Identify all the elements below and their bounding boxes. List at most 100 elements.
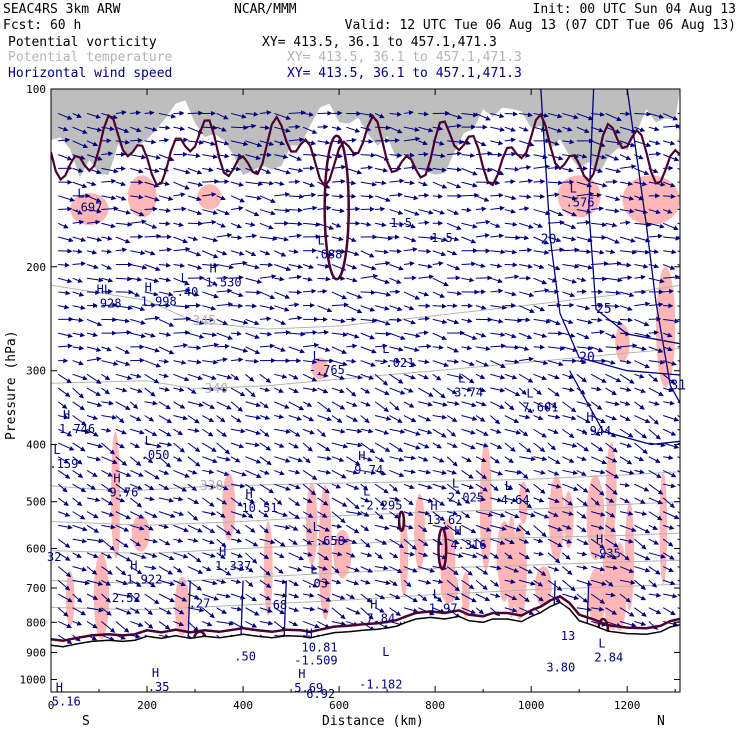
wind-arrow bbox=[533, 401, 550, 410]
extrema-letter-30: L bbox=[310, 562, 317, 576]
wind-arrow bbox=[230, 373, 240, 381]
wind-arrow bbox=[259, 305, 275, 311]
wind-arrow bbox=[101, 195, 117, 201]
wind-arrow bbox=[504, 456, 514, 464]
wind-arrow bbox=[403, 607, 419, 613]
wind-arrow bbox=[576, 593, 589, 603]
wind-arrow bbox=[331, 483, 342, 489]
wind-arrow bbox=[518, 332, 533, 339]
wind-arrow bbox=[634, 301, 651, 307]
wind-arrow bbox=[562, 552, 571, 560]
wind-arrow bbox=[274, 579, 288, 585]
wind-arrow bbox=[274, 250, 287, 257]
wind-arrow bbox=[590, 483, 605, 496]
wind-arrow bbox=[158, 497, 175, 503]
wind-arrow bbox=[274, 264, 292, 272]
extrema-value-14: .944 bbox=[582, 424, 611, 438]
wind-arrow bbox=[72, 387, 84, 399]
wind-arrow bbox=[288, 552, 305, 561]
wind-arrow bbox=[130, 276, 143, 282]
wind-arrow bbox=[504, 111, 518, 117]
wind-arrow bbox=[86, 415, 99, 420]
wind-arrow bbox=[403, 305, 415, 311]
wind-arrow bbox=[230, 483, 246, 489]
wind-arrow bbox=[101, 264, 112, 270]
wind-arrow bbox=[677, 524, 680, 527]
wind-arrow bbox=[158, 112, 177, 119]
wind-arrow bbox=[418, 538, 429, 547]
wind-arrow bbox=[576, 126, 590, 133]
wind-arrow bbox=[518, 552, 531, 560]
wind-arrow bbox=[360, 511, 370, 517]
extrema-value-34: 1.97 bbox=[429, 601, 458, 615]
wind-arrow bbox=[302, 483, 317, 496]
wind-arrow bbox=[346, 566, 360, 573]
wind-arrow bbox=[72, 209, 83, 215]
wind-arrow bbox=[504, 359, 520, 365]
wind-arrow bbox=[331, 551, 343, 557]
wind-arrow bbox=[274, 483, 291, 491]
wind-arrow bbox=[173, 579, 187, 587]
wind-arrow bbox=[562, 302, 575, 308]
extrema-value-45: -1.182 bbox=[359, 677, 402, 691]
wind-arrow bbox=[101, 222, 116, 229]
wind-arrow bbox=[288, 524, 299, 531]
wind-arrow bbox=[144, 315, 161, 321]
wind-arrow bbox=[72, 291, 85, 297]
wind-arrow bbox=[662, 511, 680, 520]
wind-arrow bbox=[475, 373, 486, 379]
wind-arrow bbox=[677, 346, 680, 348]
wind-arrow bbox=[490, 497, 503, 503]
wind-speed-contour-1 bbox=[588, 89, 680, 345]
wind-arrow bbox=[562, 387, 575, 393]
wind-arrow bbox=[590, 497, 600, 506]
wind-arrow bbox=[389, 469, 405, 477]
wind-arrow bbox=[144, 511, 158, 518]
extrema-value-0: .697 bbox=[73, 200, 102, 214]
wind-arrow bbox=[619, 524, 637, 532]
wind-arrow bbox=[663, 274, 680, 280]
wind-arrow bbox=[245, 415, 262, 420]
wind-arrow bbox=[432, 373, 442, 381]
wind-arrow bbox=[475, 233, 490, 239]
pv-shade-28 bbox=[586, 475, 605, 561]
wind-arrow bbox=[173, 387, 185, 392]
wind-arrow bbox=[202, 277, 218, 286]
wind-arrow bbox=[245, 579, 254, 588]
wind-arrow bbox=[187, 415, 200, 424]
wind-arrow bbox=[547, 566, 560, 572]
wind-arrow bbox=[605, 277, 623, 283]
wind-arrow bbox=[576, 428, 588, 434]
wind-arrow bbox=[432, 344, 444, 350]
wind-arrow bbox=[173, 456, 183, 462]
wind-arrow bbox=[504, 249, 518, 255]
wind-arrow bbox=[360, 538, 371, 548]
wind-arrow bbox=[418, 111, 429, 117]
wind-arrow bbox=[403, 593, 419, 603]
wind-arrow bbox=[518, 140, 535, 147]
wind-arrow bbox=[331, 620, 347, 627]
wind-arrow bbox=[259, 401, 269, 409]
wind-arrow bbox=[303, 152, 318, 158]
wind-arrow bbox=[72, 538, 88, 544]
wind-arrow bbox=[101, 400, 114, 406]
wind-arrow bbox=[57, 607, 69, 617]
wind-arrow bbox=[72, 181, 88, 189]
wind-arrow bbox=[375, 291, 392, 297]
wind-arrow bbox=[72, 236, 87, 242]
wind-arrow bbox=[230, 346, 249, 353]
wind-arrow bbox=[57, 593, 73, 603]
wind-arrow bbox=[115, 247, 128, 253]
wind-arrow bbox=[58, 137, 71, 143]
wind-arrow bbox=[86, 470, 98, 477]
wind-arrow bbox=[504, 497, 518, 503]
wind-arrow bbox=[346, 137, 357, 143]
wind-arrow bbox=[403, 180, 415, 186]
wind-arrow bbox=[389, 152, 403, 158]
wind-arrow bbox=[518, 497, 533, 509]
wind-arrow bbox=[144, 206, 158, 212]
wind-arrow bbox=[403, 566, 418, 573]
wind-arrow bbox=[446, 222, 462, 230]
wind-arrow bbox=[533, 154, 548, 160]
wind-arrow bbox=[72, 497, 83, 507]
